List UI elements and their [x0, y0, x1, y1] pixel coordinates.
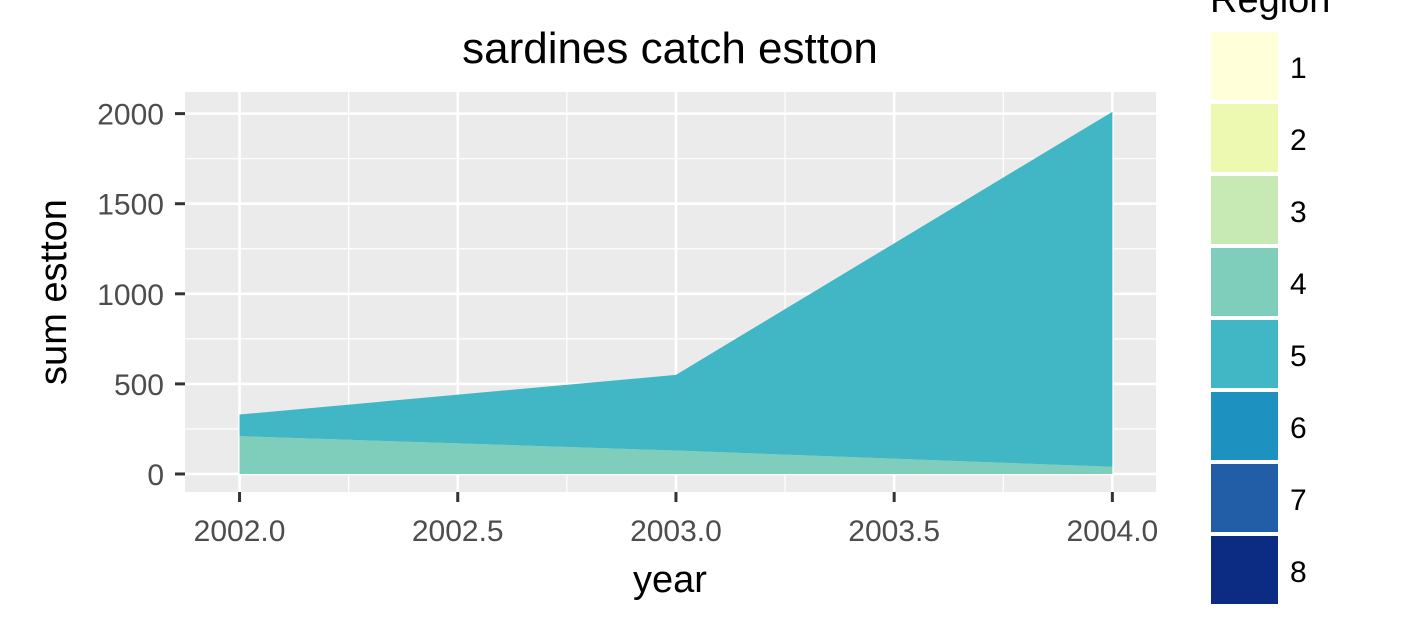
legend-key-5	[1211, 320, 1278, 388]
area-series	[239, 111, 1113, 474]
legend-label-7: 7	[1290, 484, 1307, 517]
y-axis: 0 500 1000 1500 2000	[97, 99, 185, 492]
legend-key-4	[1211, 248, 1278, 316]
legend-key-2	[1211, 104, 1278, 172]
x-tick-label: 2002.0	[194, 515, 286, 548]
y-tick-label: 1500	[97, 189, 164, 222]
y-axis-label: sum estton	[33, 199, 75, 385]
legend-key-7	[1211, 464, 1278, 532]
x-axis-label: year	[633, 559, 707, 601]
legend-label-2: 2	[1290, 124, 1307, 157]
chart-title: sardines catch estton	[462, 24, 878, 73]
legend-key-1	[1211, 32, 1278, 100]
legend: Region 1 2 3 4 5 6 7 8	[1210, 0, 1330, 604]
y-tick-label: 0	[147, 459, 164, 492]
x-axis: 2002.0 2002.5 2003.0 2003.5 2004.0	[194, 492, 1158, 548]
x-tick-label: 2003.5	[848, 515, 940, 548]
legend-label-8: 8	[1290, 556, 1307, 589]
legend-title: Region	[1210, 0, 1330, 21]
area-series-4	[239, 436, 1113, 474]
legend-label-6: 6	[1290, 412, 1307, 445]
y-tick-label: 2000	[97, 99, 164, 132]
legend-label-1: 1	[1290, 52, 1307, 85]
y-tick-label: 1000	[97, 279, 164, 312]
x-tick-label: 2002.5	[412, 515, 504, 548]
x-tick-label: 2003.0	[630, 515, 722, 548]
legend-label-3: 3	[1290, 196, 1307, 229]
area-series-5	[239, 111, 1113, 467]
x-tick-label: 2004.0	[1066, 515, 1158, 548]
legend-label-5: 5	[1290, 340, 1307, 373]
legend-key-8	[1211, 536, 1278, 604]
y-tick-label: 500	[114, 369, 164, 402]
legend-label-4: 4	[1290, 268, 1307, 301]
legend-key-6	[1211, 392, 1278, 460]
legend-key-3	[1211, 176, 1278, 244]
